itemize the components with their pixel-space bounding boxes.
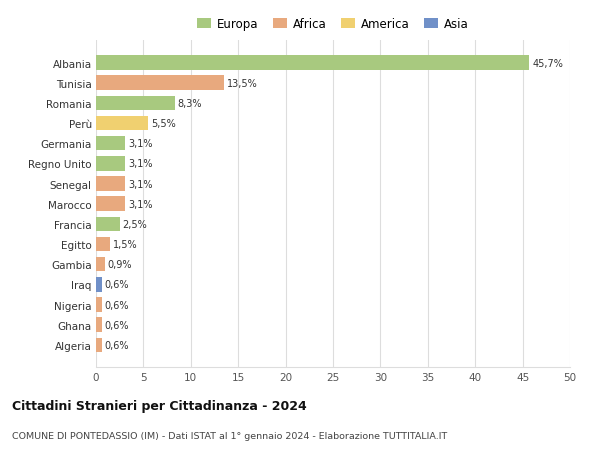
Bar bbox=[96, 297, 101, 312]
Legend: Europa, Africa, America, Asia: Europa, Africa, America, Asia bbox=[194, 15, 472, 34]
Bar bbox=[96, 318, 101, 332]
Text: 0,6%: 0,6% bbox=[104, 280, 129, 290]
Text: 0,6%: 0,6% bbox=[104, 300, 129, 310]
Bar bbox=[96, 217, 120, 232]
Text: COMUNE DI PONTEDASSIO (IM) - Dati ISTAT al 1° gennaio 2024 - Elaborazione TUTTIT: COMUNE DI PONTEDASSIO (IM) - Dati ISTAT … bbox=[12, 431, 447, 441]
Bar bbox=[96, 257, 104, 272]
Text: 3,1%: 3,1% bbox=[128, 139, 153, 149]
Bar bbox=[96, 137, 125, 151]
Text: 0,6%: 0,6% bbox=[104, 340, 129, 350]
Bar bbox=[96, 117, 148, 131]
Text: Cittadini Stranieri per Cittadinanza - 2024: Cittadini Stranieri per Cittadinanza - 2… bbox=[12, 399, 307, 412]
Text: 3,1%: 3,1% bbox=[128, 179, 153, 189]
Bar bbox=[96, 237, 110, 252]
Bar bbox=[96, 76, 224, 91]
Text: 3,1%: 3,1% bbox=[128, 159, 153, 169]
Text: 0,9%: 0,9% bbox=[107, 260, 132, 269]
Text: 45,7%: 45,7% bbox=[532, 58, 563, 68]
Bar bbox=[96, 278, 101, 292]
Bar bbox=[96, 157, 125, 171]
Bar bbox=[96, 197, 125, 212]
Text: 8,3%: 8,3% bbox=[178, 99, 202, 109]
Text: 0,6%: 0,6% bbox=[104, 320, 129, 330]
Text: 2,5%: 2,5% bbox=[122, 219, 147, 230]
Bar bbox=[96, 338, 101, 353]
Text: 3,1%: 3,1% bbox=[128, 199, 153, 209]
Bar bbox=[96, 96, 175, 111]
Text: 5,5%: 5,5% bbox=[151, 119, 176, 129]
Bar bbox=[96, 56, 529, 71]
Bar bbox=[96, 177, 125, 191]
Text: 13,5%: 13,5% bbox=[227, 78, 257, 89]
Text: 1,5%: 1,5% bbox=[113, 240, 137, 250]
